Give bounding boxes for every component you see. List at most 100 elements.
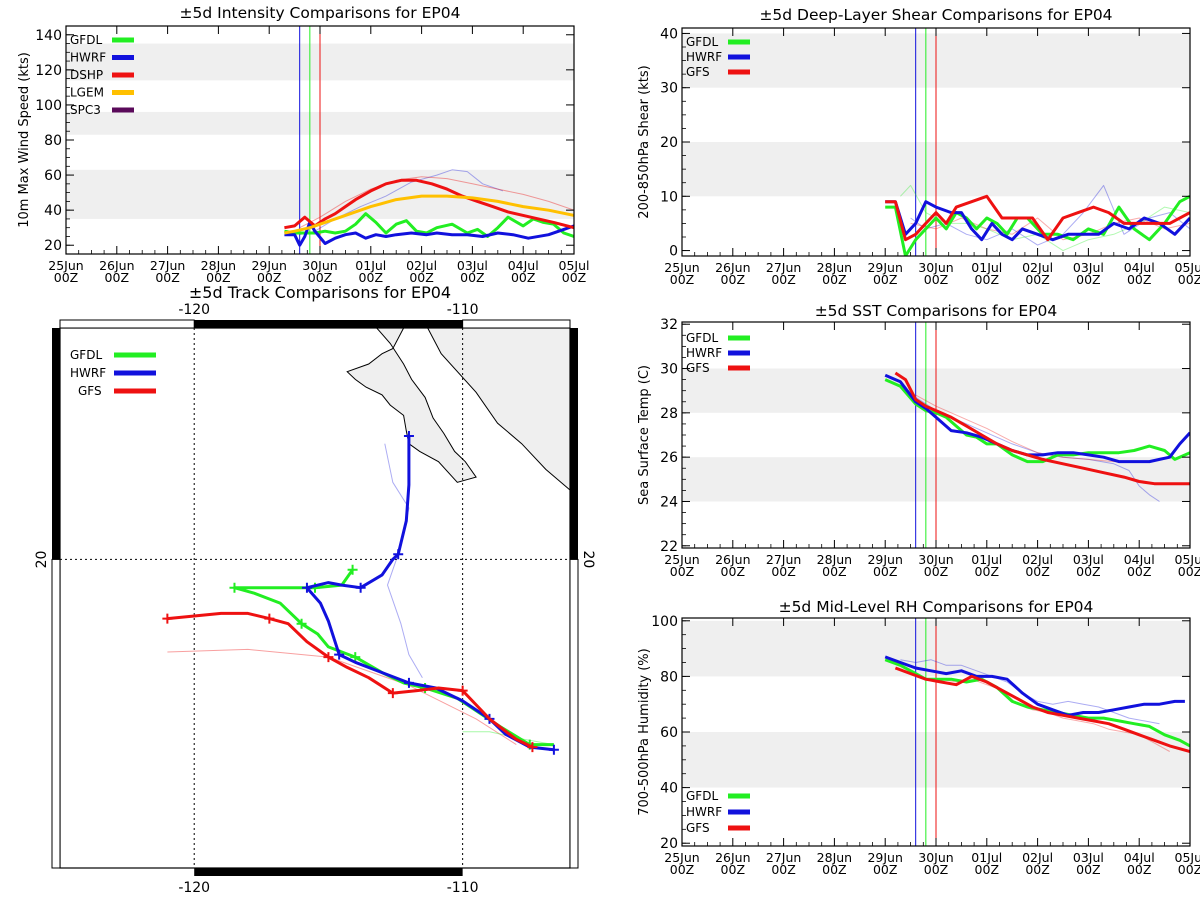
sst-ytick-label-28: 28 [660, 406, 678, 422]
track-position-mark [393, 549, 404, 560]
track-border-right-light [569, 558, 579, 869]
rh-xtick-sublabel-2: 00Z [771, 862, 795, 877]
intensity-xtick-sublabel-8: 00Z [460, 270, 484, 285]
track-map-group [60, 328, 570, 868]
sst-series-gfs-1 [915, 394, 1140, 463]
rh-xtick-label-2: 27Jun [766, 850, 801, 865]
shear-xtick-label-3: 28Jun [817, 260, 852, 275]
intensity-title: ±5d Intensity Comparisons for EP04 [180, 4, 461, 22]
shear-series-gfs-5 [885, 194, 1190, 242]
intensity-series-dshp-1 [299, 176, 574, 229]
track-position-mark [162, 613, 173, 624]
track-lat-label-left-20: 20 [34, 551, 50, 569]
intensity-xtick-label-2: 27Jun [150, 258, 185, 273]
intensity-series-group [284, 169, 574, 247]
rh-ylabel: 700-500hPa Humidity (%) [637, 648, 652, 815]
sst-xtick-label-8: 03Jul [1073, 552, 1104, 567]
track-series-gfdl-3 [233, 568, 554, 747]
track-position-mark [323, 652, 334, 663]
shear-xtick-label-8: 03Jul [1073, 260, 1104, 275]
shear-xtick-sublabel-5: 00Z [924, 272, 948, 287]
shear-xtick-label-0: 25Jun [664, 260, 699, 275]
track-title: ±5d Track Comparisons for EP04 [189, 283, 451, 302]
rh-title: ±5d Mid-Level RH Comparisons for EP04 [779, 598, 1094, 616]
sst-xtick-label-3: 28Jun [817, 552, 852, 567]
sst-xtick-sublabel-4: 00Z [873, 564, 897, 579]
shear-panel: 01020304025Jun00Z26Jun00Z27Jun00Z28Jun00… [637, 6, 1200, 287]
shear-xtick-sublabel-2: 00Z [771, 272, 795, 287]
shear-xtick-label-9: 04Jul [1124, 260, 1155, 275]
intensity-xtick-sublabel-4: 00Z [257, 270, 281, 285]
sst-ytick-label-22: 22 [660, 539, 678, 555]
sst-xtick-sublabel-3: 00Z [822, 564, 846, 579]
intensity-legend-label-dshp: DSHP [70, 68, 103, 82]
rh-xtick-label-1: 26Jun [715, 850, 750, 865]
track-position-mark [403, 677, 414, 688]
track-position-mark [229, 582, 240, 593]
track-position-mark [334, 649, 345, 660]
rh-xtick-sublabel-1: 00Z [721, 862, 745, 877]
shear-ytick-label-40: 40 [660, 26, 678, 42]
shear-xtick-sublabel-1: 00Z [721, 272, 745, 287]
sst-xtick-sublabel-5: 00Z [924, 564, 948, 579]
intensity-ytick-label-40: 40 [44, 203, 62, 219]
shear-ytick-label-10: 10 [660, 189, 678, 205]
intensity-series-hwrf-3 [284, 220, 574, 247]
intensity-xtick-label-4: 29Jun [251, 258, 286, 273]
track-position-mark [457, 685, 468, 696]
sst-xtick-sublabel-2: 00Z [771, 564, 795, 579]
shear-xtick-sublabel-3: 00Z [822, 272, 846, 287]
sst-ytick-label-26: 26 [660, 450, 678, 466]
sst-series-gfs-4 [894, 371, 1190, 486]
sst-panel: 22242628303225Jun00Z26Jun00Z27Jun00Z28Ju… [637, 302, 1200, 579]
shear-xtick-sublabel-0: 00Z [670, 272, 694, 287]
rh-ytick-label-40: 40 [660, 781, 678, 797]
intensity-xtick-sublabel-3: 00Z [206, 270, 230, 285]
sst-ylabel: Sea Surface Temp (C) [637, 365, 652, 505]
baja-peninsula [346, 328, 477, 483]
track-lon-label-bottom--110: -110 [447, 880, 479, 896]
rh-ytick-label-60: 60 [660, 725, 678, 741]
intensity-legend-label-lgem: LGEM [70, 86, 104, 100]
track-legend-label-hwrf: HWRF [70, 366, 106, 380]
intensity-xtick-label-8: 03Jul [457, 258, 488, 273]
rh-ytick-label-100: 100 [651, 614, 678, 630]
track-position-mark [350, 652, 361, 663]
track-series-hwrf-4 [305, 436, 555, 752]
track-position-mark [355, 582, 366, 593]
sst-series-hwrf-3 [884, 373, 1190, 464]
intensity-xtick-sublabel-10: 00Z [562, 270, 586, 285]
track-series-gfs-5 [167, 611, 534, 749]
intensity-series-gfdl-2 [284, 212, 574, 238]
rh-xtick-sublabel-3: 00Z [822, 862, 846, 877]
shear-series-group [885, 184, 1190, 256]
rh-xtick-sublabel-9: 00Z [1127, 862, 1151, 877]
shear-xtick-sublabel-10: 00Z [1178, 272, 1200, 287]
intensity-series-lgem-5 [284, 194, 574, 235]
sst-xtick-sublabel-1: 00Z [721, 564, 745, 579]
track-legend-label-gfdl: GFDL [70, 348, 102, 362]
track-legend-label-gfs: GFS [78, 384, 102, 398]
intensity-xtick-sublabel-1: 00Z [105, 270, 129, 285]
rh-xtick-label-0: 25Jun [664, 850, 699, 865]
intensity-ytick-label-120: 120 [35, 63, 62, 79]
rh-xtick-sublabel-7: 00Z [1025, 862, 1049, 877]
rh-series-group [884, 655, 1190, 753]
shear-xtick-label-1: 26Jun [715, 260, 750, 275]
shear-xtick-label-5: 30Jun [918, 260, 953, 275]
intensity-xtick-label-3: 28Jun [201, 258, 236, 273]
rh-xtick-label-6: 01Jul [971, 850, 1002, 865]
track-position-mark [301, 582, 312, 593]
track-border-right-dark [570, 328, 578, 560]
track-border-left-light [51, 558, 61, 869]
sst-xtick-label-6: 01Jul [971, 552, 1002, 567]
shear-xtick-sublabel-7: 00Z [1025, 272, 1049, 287]
shear-ytick-label-20: 20 [660, 135, 678, 151]
rh-xtick-label-4: 29Jun [867, 850, 902, 865]
sst-xtick-label-5: 30Jun [918, 552, 953, 567]
sst-ytick-label-30: 30 [660, 362, 678, 378]
sst-xtick-sublabel-9: 00Z [1127, 564, 1151, 579]
rh-xtick-label-7: 02Jul [1022, 850, 1053, 865]
track-border-top-0 [59, 319, 195, 329]
